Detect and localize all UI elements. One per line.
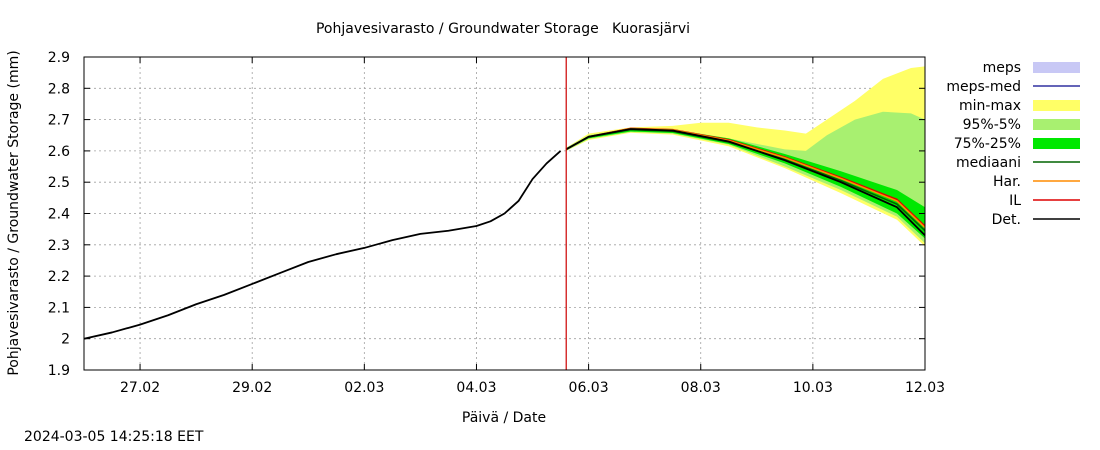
y-axis: 1.9 2 2.1 2.2 2.3 2.4 2.5 2.6 2.7 2.8 2.9: [48, 50, 925, 379]
band-95-5-: [566, 111, 925, 244]
x-tick-label: 29.02: [232, 380, 272, 396]
legend-label-meps-med: meps-med: [946, 79, 1021, 95]
legend-label-har-: Har.: [993, 174, 1021, 190]
y-tick-label: 2: [61, 332, 70, 348]
x-tick-label: 10.03: [793, 380, 833, 396]
chart-title: Pohjavesivarasto / Groundwater Storage K…: [316, 21, 690, 37]
x-axis-label: Päivä / Date: [462, 410, 546, 426]
y-tick-label: 2.4: [48, 207, 70, 223]
y-tick-label: 2.7: [48, 113, 70, 129]
timestamp: 2024-03-05 14:25:18 EET: [24, 429, 204, 445]
line-det-observed: [83, 150, 562, 340]
x-tick-label: 02.03: [344, 380, 384, 396]
x-tick-label: 04.03: [456, 380, 496, 396]
y-axis-label: Pohjavesivarasto / Groundwater Storage (…: [6, 50, 22, 375]
legend-label-det-: Det.: [992, 212, 1021, 228]
legend: meps meps-med min-max 95%-5% 75%-25% mediaani…: [946, 60, 1080, 228]
legend-label-meps: meps: [983, 60, 1021, 76]
series-lines: [83, 127, 926, 340]
legend-label-mediaani: mediaani: [956, 155, 1021, 171]
legend-label-95-5-: 95%-5%: [963, 117, 1021, 133]
x-tick-label: 06.03: [569, 380, 609, 396]
legend-swatch-meps: [1033, 62, 1080, 73]
y-tick-label: 2.3: [48, 238, 70, 254]
forecast-bands: [566, 66, 925, 247]
legend-label-min-max: min-max: [959, 98, 1021, 114]
x-axis: 27.02 29.02 02.03 04.03 06.03 08.03 10.03 12.03: [120, 57, 945, 396]
y-tick-label: 2.1: [48, 300, 70, 316]
x-tick-label: 12.03: [905, 380, 945, 396]
legend-swatch-min-max: [1033, 100, 1080, 111]
x-tick-label: 27.02: [120, 380, 160, 396]
x-tick-label: 08.03: [681, 380, 721, 396]
legend-label-il: IL: [1009, 193, 1021, 209]
y-tick-label: 2.8: [48, 81, 70, 97]
y-tick-label: 2.9: [48, 50, 70, 66]
y-tick-label: 2.5: [48, 175, 70, 191]
y-tick-label: 1.9: [48, 363, 70, 379]
y-tick-label: 2.2: [48, 269, 70, 285]
y-tick-label: 2.6: [48, 144, 70, 160]
legend-label-75-25-: 75%-25%: [954, 136, 1021, 152]
legend-swatch-75-25-: [1033, 138, 1080, 149]
legend-swatch-95-5-: [1033, 119, 1080, 130]
line-det-forecast: [565, 128, 926, 237]
